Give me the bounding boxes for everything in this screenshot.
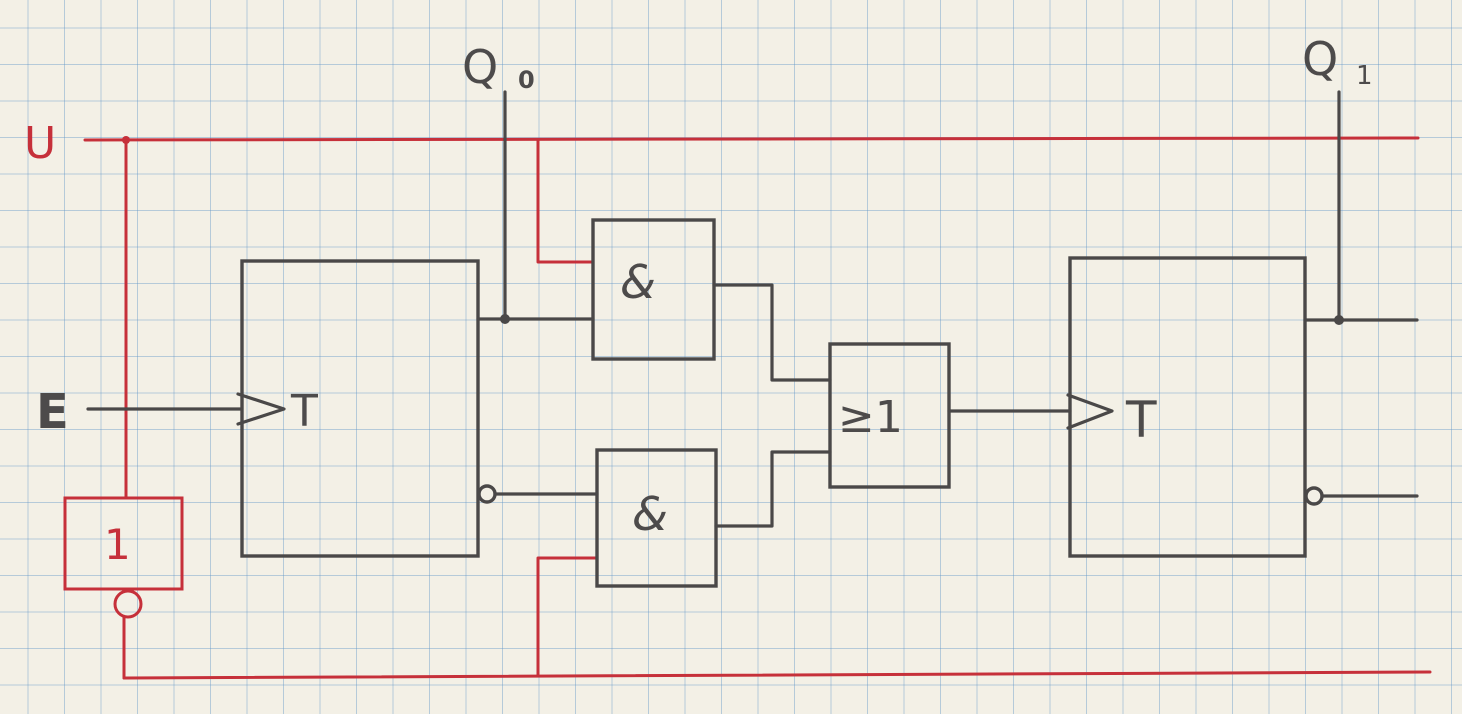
flip-flop-1: T — [86, 259, 497, 558]
red-wiring — [83, 136, 1432, 680]
and-gate-lower: & — [595, 448, 718, 588]
and-gate-upper-box — [591, 218, 716, 361]
not-gate-inversion-bubble — [113, 589, 143, 619]
flip-flop-2-box — [1068, 256, 1307, 558]
flip-flop-1-outputs — [476, 90, 599, 496]
q1-junction-dot — [1334, 315, 1344, 325]
supply-line-u — [83, 136, 1420, 142]
or-gate: ≥1 — [828, 342, 951, 489]
not-gate: 1 — [63, 496, 184, 619]
flip-flop-2-clock-triangle — [1066, 393, 1114, 430]
supply-junction-dot — [122, 136, 130, 144]
and-gate-upper: & — [591, 218, 716, 361]
and-gate-lower-box — [595, 448, 718, 588]
output-label-q1: Q — [1302, 32, 1338, 86]
flip-flop-1-inverted-output-bubble — [477, 484, 497, 504]
output-label-q0: Q — [462, 40, 498, 94]
flip-flop-2: T — [1066, 90, 1419, 558]
not-gate-box — [63, 496, 184, 591]
flip-flop-1-clock-triangle — [236, 392, 286, 426]
flip-flop-1-box — [240, 259, 480, 558]
and-gate-upper-label: & — [620, 255, 656, 309]
flip-flop-2-clock-label: T — [1125, 391, 1157, 449]
flip-flop-1-clock-label: T — [290, 386, 318, 437]
q0-junction-dot — [500, 314, 510, 324]
supply-label-u: U — [24, 118, 56, 169]
and-gate-lower-label: & — [632, 487, 668, 541]
or-gate-box — [828, 342, 951, 489]
and-lower-to-or-wire — [714, 450, 832, 528]
not-gate-label: 1 — [104, 520, 131, 569]
signal-labels: U E Q 0 Q 1 — [24, 32, 1373, 440]
ground-line — [122, 670, 1432, 680]
input-label-e: E — [36, 384, 69, 440]
and-upper-to-or-wire — [712, 283, 832, 382]
ground-to-and-lower — [536, 556, 599, 678]
or-gate-label: ≥1 — [838, 392, 903, 443]
flip-flop-2-inverted-output-bubble — [1304, 486, 1324, 506]
output-label-q1-subscript: 1 — [1356, 61, 1373, 91]
output-label-q0-subscript: 0 — [518, 66, 535, 94]
q0-branch-to-and-upper — [536, 138, 595, 264]
